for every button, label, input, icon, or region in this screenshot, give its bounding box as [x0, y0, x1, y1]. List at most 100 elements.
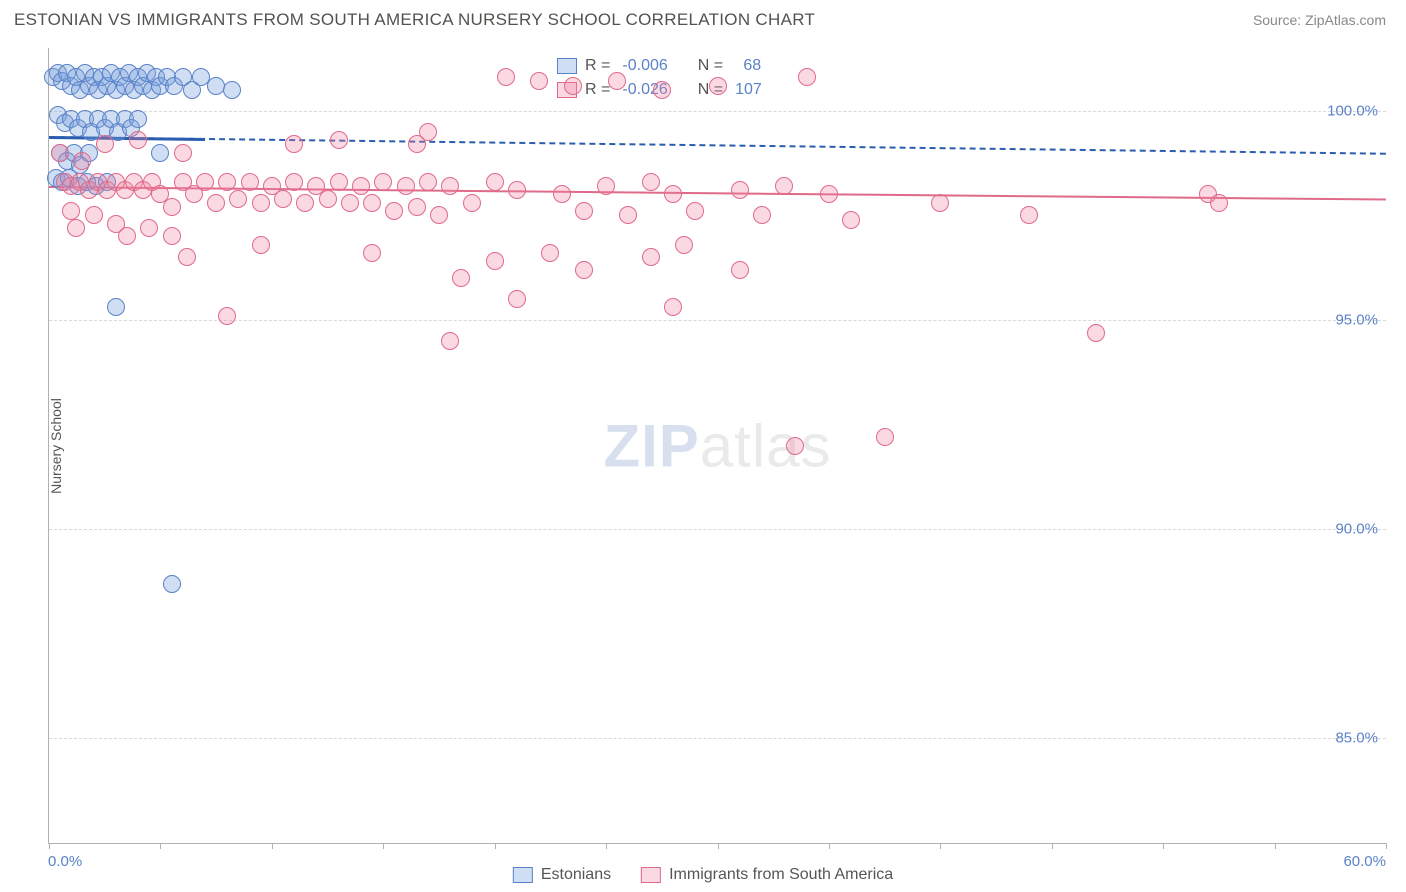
- data-point: [452, 269, 470, 287]
- gridline: [49, 111, 1386, 112]
- data-point: [731, 181, 749, 199]
- chart-title: ESTONIAN VS IMMIGRANTS FROM SOUTH AMERIC…: [14, 10, 815, 30]
- data-point: [363, 194, 381, 212]
- data-point: [642, 173, 660, 191]
- data-point: [508, 290, 526, 308]
- y-tick-label: 95.0%: [1335, 311, 1378, 328]
- legend-n-prefix: N =: [698, 57, 723, 75]
- data-point: [441, 177, 459, 195]
- data-point: [753, 206, 771, 224]
- data-point: [385, 202, 403, 220]
- data-point: [96, 135, 114, 153]
- x-tick: [160, 843, 161, 849]
- data-point: [798, 68, 816, 86]
- data-point: [151, 144, 169, 162]
- data-point: [541, 244, 559, 262]
- data-point: [486, 173, 504, 191]
- regression-line-solid: [49, 136, 205, 141]
- x-axis-max-label: 60.0%: [1343, 853, 1386, 870]
- data-point: [118, 227, 136, 245]
- data-point: [731, 261, 749, 279]
- data-point: [820, 185, 838, 203]
- legend-swatch: [513, 867, 533, 883]
- data-point: [709, 77, 727, 95]
- data-point: [296, 194, 314, 212]
- data-point: [319, 190, 337, 208]
- legend-r-value: -0.006: [618, 57, 671, 75]
- data-point: [285, 173, 303, 191]
- data-point: [775, 177, 793, 195]
- data-point: [330, 131, 348, 149]
- legend-swatch: [641, 867, 661, 883]
- data-point: [129, 131, 147, 149]
- data-point: [597, 177, 615, 195]
- x-tick: [718, 843, 719, 849]
- y-tick-label: 85.0%: [1335, 730, 1378, 747]
- x-tick: [1275, 843, 1276, 849]
- data-point: [229, 190, 247, 208]
- data-point: [107, 298, 125, 316]
- data-point: [274, 190, 292, 208]
- data-point: [642, 248, 660, 266]
- data-point: [51, 144, 69, 162]
- data-point: [341, 194, 359, 212]
- gridline: [49, 320, 1386, 321]
- data-point: [285, 135, 303, 153]
- legend-r-prefix: R =: [585, 57, 610, 75]
- data-point: [786, 437, 804, 455]
- data-point: [252, 194, 270, 212]
- x-tick: [495, 843, 496, 849]
- legend-label: Immigrants from South America: [669, 866, 893, 883]
- data-point: [397, 177, 415, 195]
- data-point: [207, 194, 225, 212]
- data-point: [85, 206, 103, 224]
- data-point: [564, 77, 582, 95]
- data-point: [530, 72, 548, 90]
- legend-n-value: 107: [731, 81, 766, 99]
- data-point: [575, 261, 593, 279]
- x-tick: [1386, 843, 1387, 849]
- data-point: [163, 198, 181, 216]
- data-point: [664, 298, 682, 316]
- series-legend: Estonians Immigrants from South America: [513, 866, 893, 884]
- data-point: [441, 332, 459, 350]
- data-point: [196, 173, 214, 191]
- data-point: [408, 135, 426, 153]
- data-point: [553, 185, 571, 203]
- source-label: Source: ZipAtlas.com: [1253, 12, 1386, 28]
- data-point: [931, 194, 949, 212]
- gridline: [49, 738, 1386, 739]
- data-point: [463, 194, 481, 212]
- legend-n-value: 68: [731, 57, 765, 75]
- data-point: [374, 173, 392, 191]
- x-tick: [1163, 843, 1164, 849]
- data-point: [575, 202, 593, 220]
- data-point: [486, 252, 504, 270]
- data-point: [218, 173, 236, 191]
- data-point: [508, 181, 526, 199]
- legend-item: Estonians: [513, 866, 611, 884]
- data-point: [140, 219, 158, 237]
- data-point: [1210, 194, 1228, 212]
- data-point: [352, 177, 370, 195]
- data-point: [241, 173, 259, 191]
- chart-plot-area: ZIPatlas R =-0.006N =68R =-0.026N =107 8…: [48, 48, 1386, 844]
- data-point: [497, 68, 515, 86]
- x-tick: [272, 843, 273, 849]
- data-point: [653, 81, 671, 99]
- data-point: [178, 248, 196, 266]
- x-tick: [1052, 843, 1053, 849]
- legend-swatch: [557, 58, 577, 74]
- data-point: [330, 173, 348, 191]
- gridline: [49, 529, 1386, 530]
- data-point: [62, 202, 80, 220]
- data-point: [876, 428, 894, 446]
- legend-label: Estonians: [541, 866, 611, 883]
- data-point: [1087, 324, 1105, 342]
- regression-line: [49, 136, 1386, 155]
- data-point: [419, 173, 437, 191]
- legend-r-prefix: R =: [585, 81, 610, 99]
- data-point: [129, 110, 147, 128]
- y-tick-label: 90.0%: [1335, 521, 1378, 538]
- data-point: [430, 206, 448, 224]
